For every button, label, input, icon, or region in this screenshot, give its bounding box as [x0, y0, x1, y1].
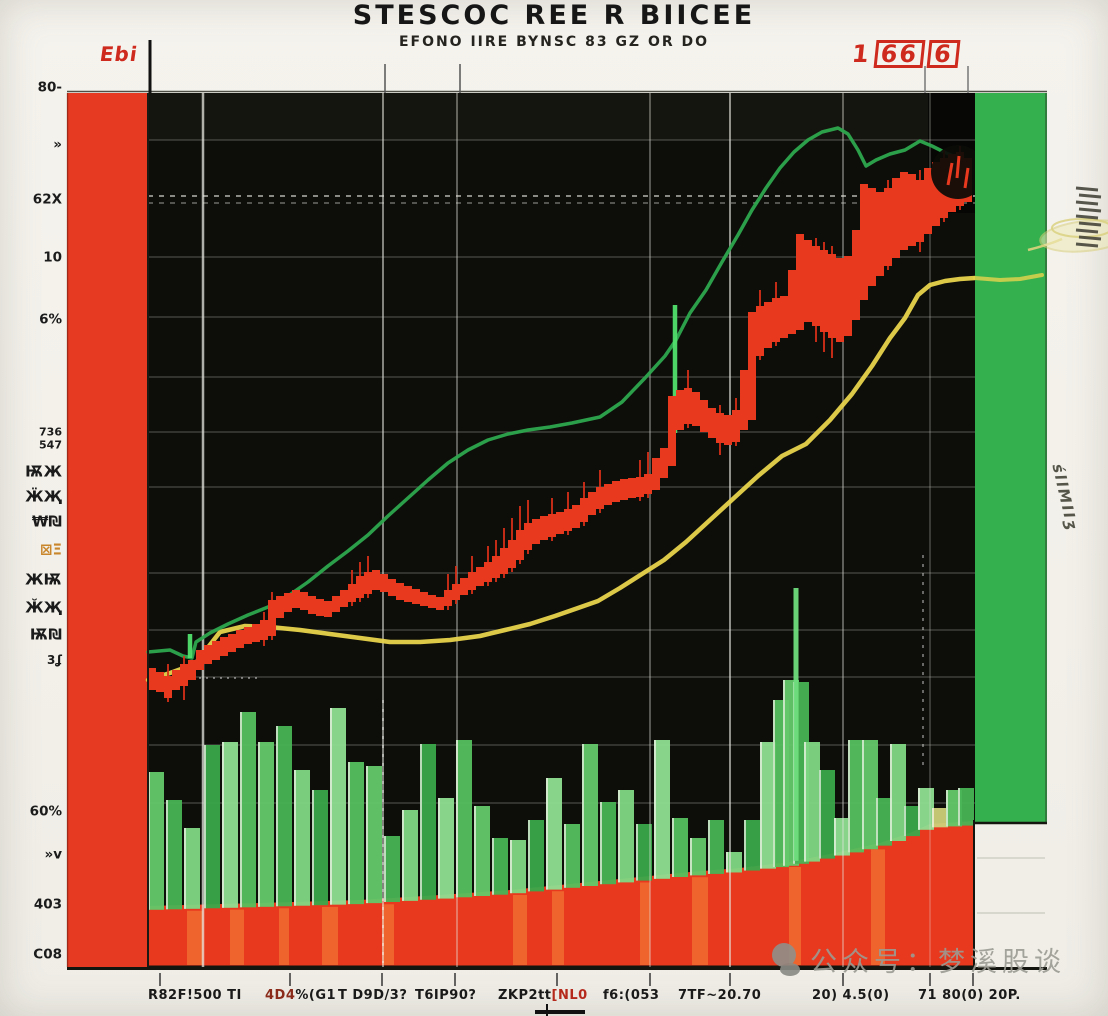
top-right-label-boxed: 66	[873, 40, 926, 68]
top-left-red-label: Ebi	[98, 42, 140, 66]
chart-title: STESCOC REE R BIICEE	[352, 0, 756, 31]
top-right-label-boxed: 6	[926, 40, 961, 68]
top-right-red-label: 1 66 6	[851, 40, 961, 68]
watermark-text: 公众号：梦溪股谈	[810, 947, 1066, 978]
watermark-logo-icon	[770, 942, 800, 977]
watermark: 公众号：梦溪股谈	[770, 940, 1066, 979]
top-right-label-digit: 1	[850, 40, 873, 68]
chart-subtitle: EFONO IIRE BYNSC 83 GZ OR DO	[398, 34, 710, 50]
